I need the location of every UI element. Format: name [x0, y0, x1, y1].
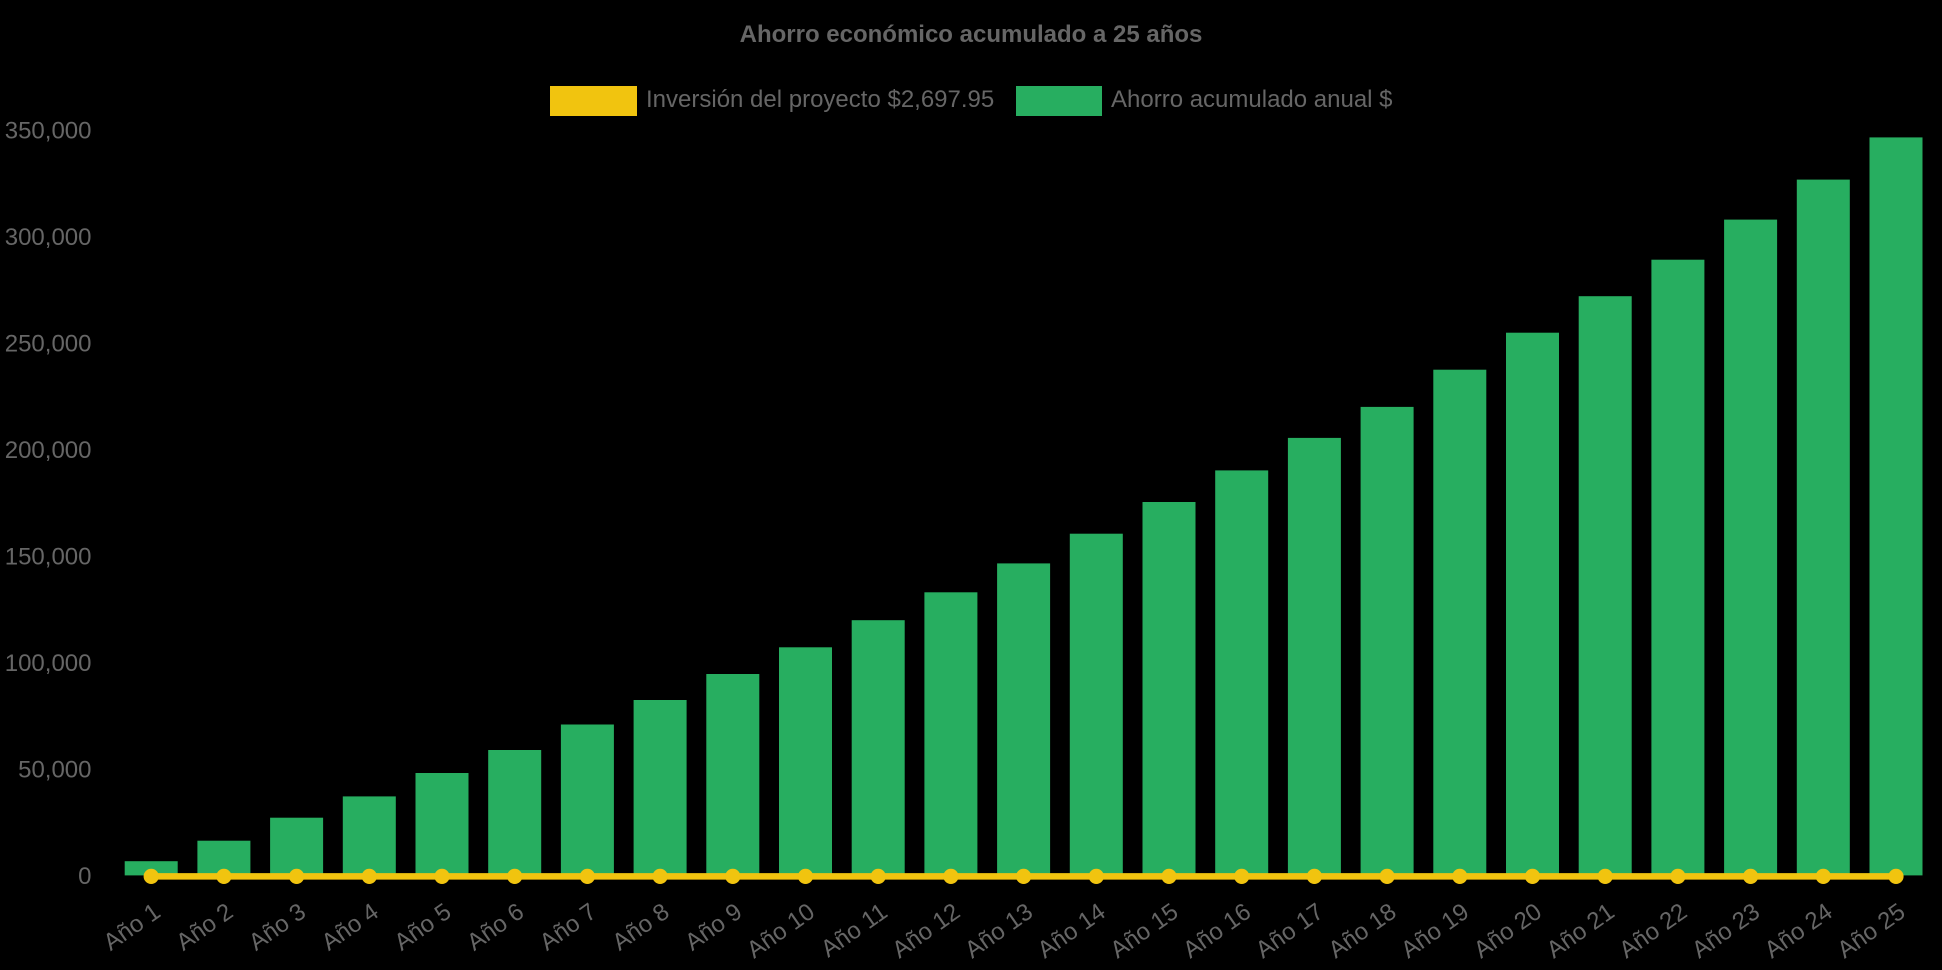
svg-text:250,000: 250,000 [5, 331, 92, 358]
svg-text:300,000: 300,000 [5, 224, 92, 251]
svg-text:50,000: 50,000 [18, 757, 91, 784]
svg-text:350,000: 350,000 [5, 118, 92, 145]
svg-text:0: 0 [78, 863, 91, 890]
svg-text:100,000: 100,000 [5, 650, 92, 677]
svg-text:200,000: 200,000 [5, 437, 92, 464]
svg-text:150,000: 150,000 [5, 544, 92, 571]
svg-text:Ahorro económico acumulado a 2: Ahorro económico acumulado a 25 años [740, 21, 1203, 48]
svg-text:Inversión del proyecto $2,697.: Inversión del proyecto $2,697.95 [646, 86, 994, 113]
svg-text:Ahorro acumulado anual $: Ahorro acumulado anual $ [1111, 86, 1393, 113]
